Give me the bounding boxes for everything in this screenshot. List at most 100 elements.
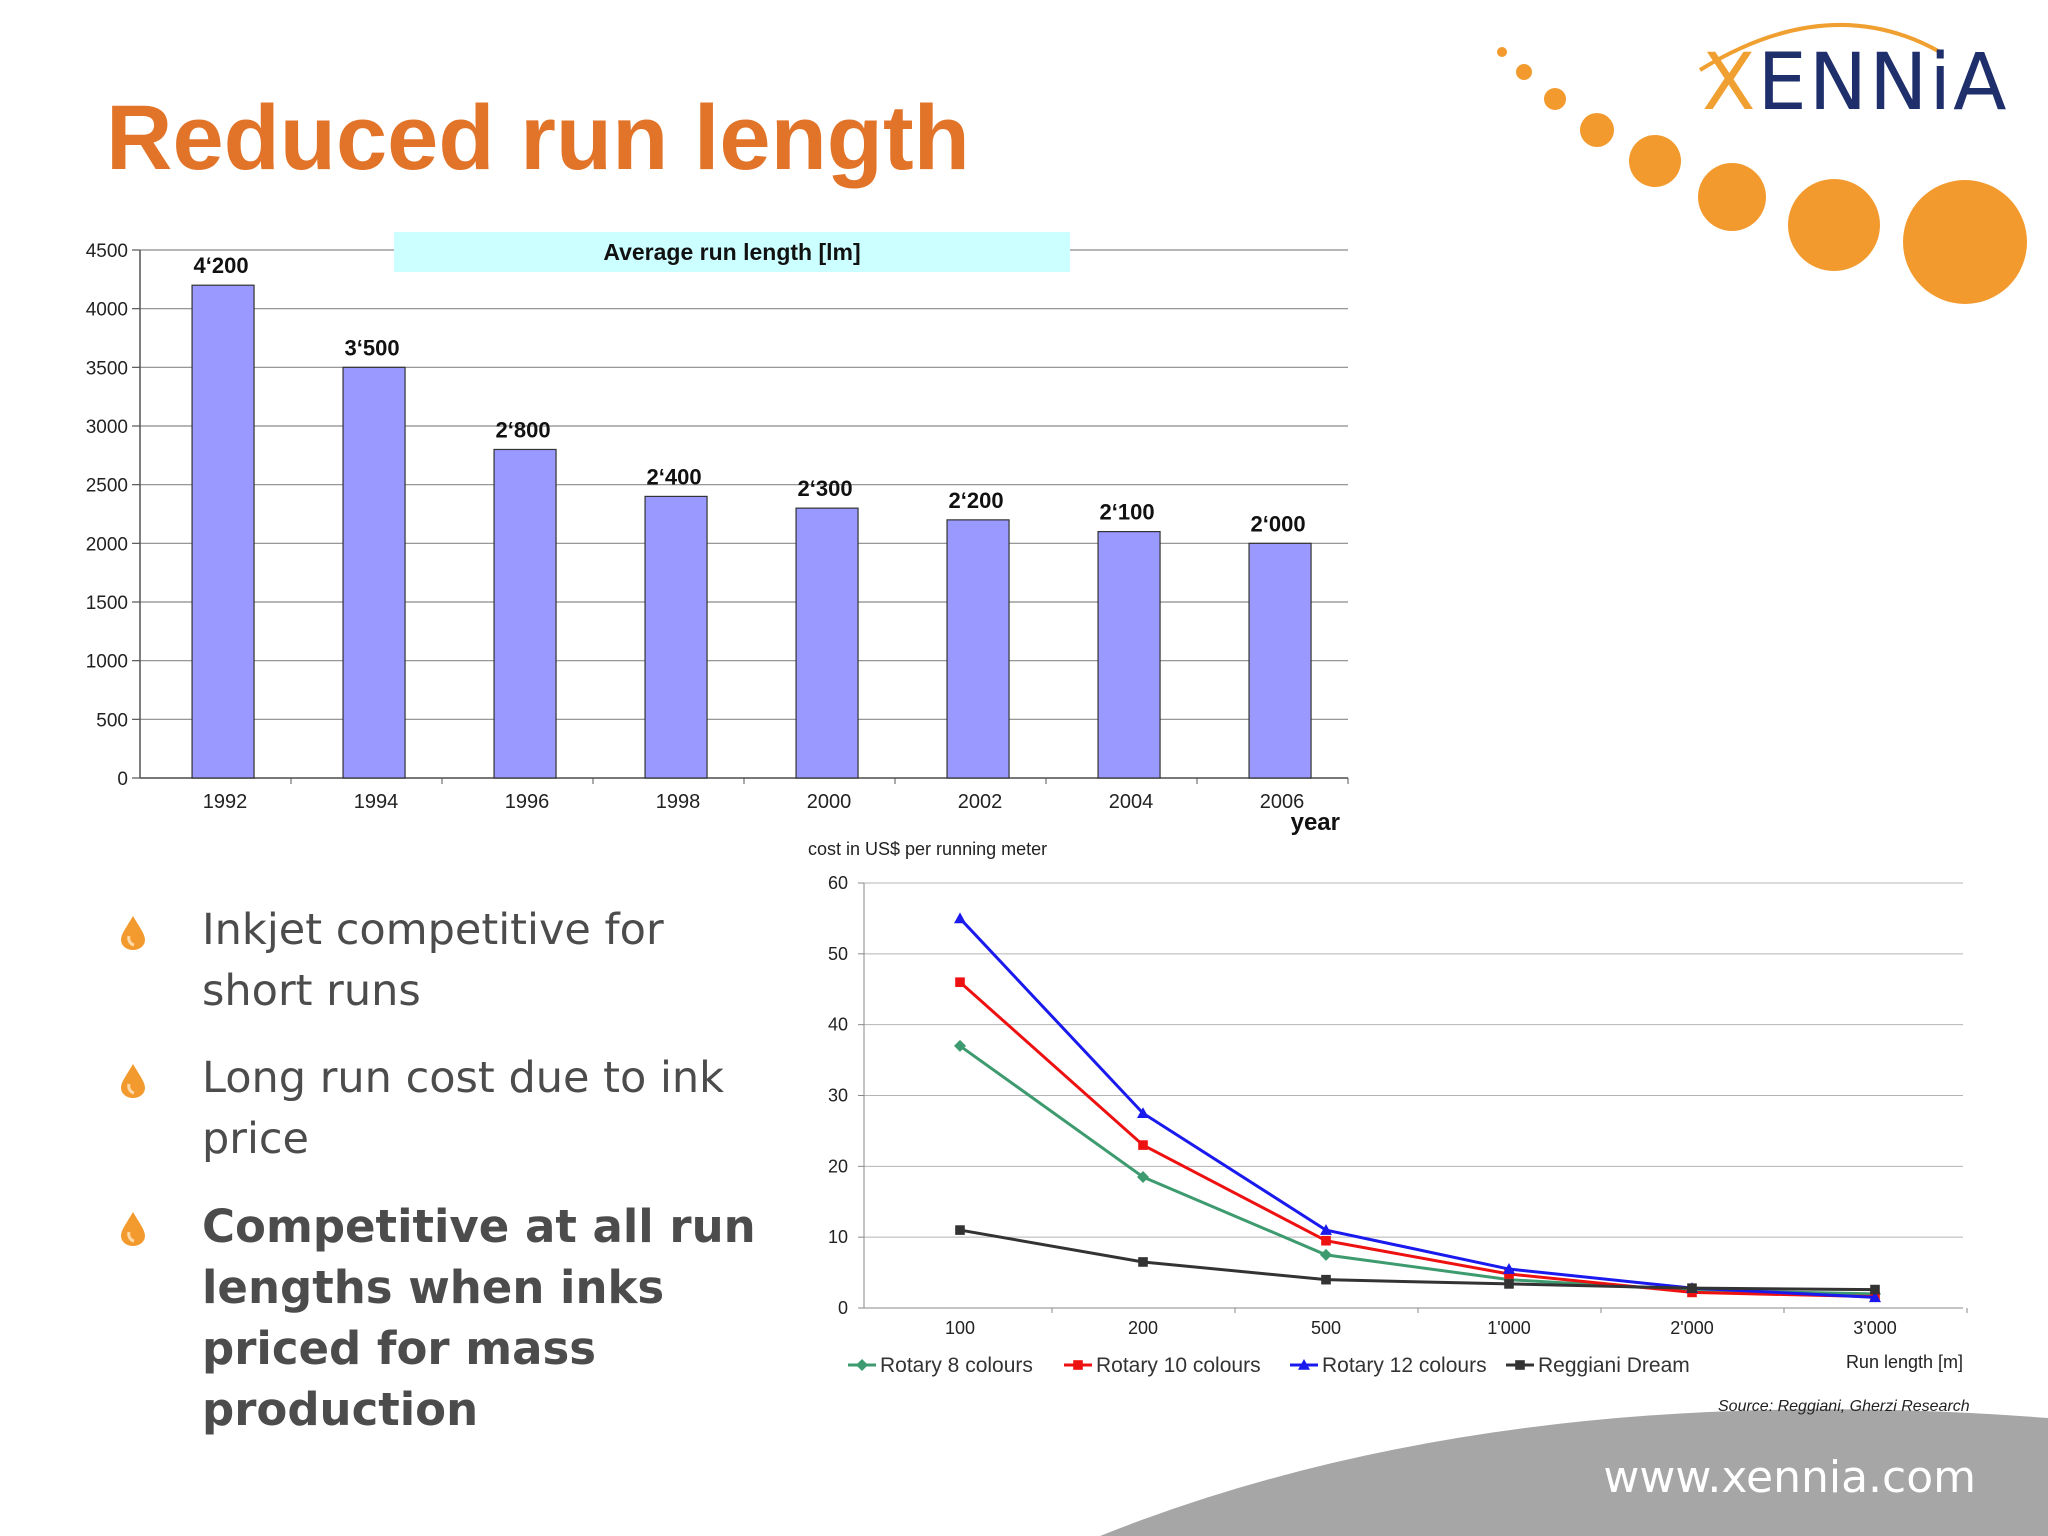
bar-value-label: 2‘000 <box>1251 511 1306 536</box>
y-tick-label: 4000 <box>86 300 128 321</box>
legend-label: Rotary 10 colours <box>1096 1354 1261 1377</box>
x-axis-label: year <box>1291 809 1340 836</box>
series-point <box>1503 1263 1515 1274</box>
xennia-logo: XENNiA <box>1702 38 2008 128</box>
y-tick-label: 30 <box>828 1086 848 1106</box>
legend-label: Rotary 8 colours <box>880 1354 1033 1377</box>
chart-title: Average run length [lm] <box>603 239 860 265</box>
y-tick-label: 1000 <box>86 652 128 673</box>
footer-swoosh <box>1100 1409 2048 1536</box>
y-tick-label: 20 <box>828 1156 848 1176</box>
x-tick-label: 500 <box>1311 1318 1341 1338</box>
y-tick-label: 500 <box>96 710 128 731</box>
x-tick-label: 2000 <box>807 791 852 813</box>
line-chart: cost in US$ per running meter 0 10 20 30 40 50… <box>808 839 1968 1377</box>
chart-title-band <box>394 232 1070 272</box>
series-line <box>959 981 1876 1299</box>
bar <box>342 366 406 779</box>
series-point <box>1321 1235 1331 1246</box>
x-tick-label: 2004 <box>1109 791 1154 813</box>
slide-title: Reduced run length <box>106 87 970 189</box>
series-point <box>954 912 966 924</box>
legend-label: Reggiani Dream <box>1538 1354 1690 1377</box>
bar-value-label: 4‘200 <box>194 253 249 278</box>
series-point <box>1138 1140 1148 1150</box>
x-tick-label: 2006 <box>1260 791 1305 813</box>
bar <box>493 448 557 779</box>
series-point <box>1138 1257 1148 1267</box>
series-point <box>955 1225 965 1235</box>
y-axis-label: cost in US$ per running meter <box>808 839 1047 859</box>
bar <box>946 519 1010 779</box>
x-tick-label: 1996 <box>505 791 550 813</box>
x-tick-label: 2'000 <box>1670 1318 1713 1338</box>
bar <box>1097 531 1161 779</box>
y-tick-label: 50 <box>828 944 848 964</box>
bar-value-label: 2‘100 <box>1100 500 1155 525</box>
x-tick-label: 100 <box>945 1318 975 1338</box>
bar-value-label: 2‘400 <box>647 464 702 489</box>
bar-chart: 0 500 1000 1500 2000 2500 3000 3500 4000 4500 Aver… <box>86 232 1349 836</box>
series-point <box>1687 1283 1697 1293</box>
logo-dot <box>1497 47 1507 57</box>
legend-item: Rotary 10 colours <box>1064 1354 1261 1377</box>
bar-value-label: 2‘300 <box>798 476 853 501</box>
y-tick-label: 0 <box>838 1298 848 1318</box>
y-tick-label: 0 <box>117 769 128 790</box>
x-tick-label: 1992 <box>203 791 248 813</box>
series-point <box>1298 1359 1310 1370</box>
y-tick-label: 40 <box>828 1015 848 1035</box>
bullet-item: Inkjet competitive for short runs <box>118 900 758 1022</box>
series-point <box>1504 1279 1514 1289</box>
x-tick-label: 1'000 <box>1487 1318 1530 1338</box>
series-reggiani-dream <box>955 1225 1880 1295</box>
x-tick-label: 200 <box>1128 1318 1158 1338</box>
series-point <box>954 1039 966 1052</box>
bar <box>644 495 708 779</box>
series-point <box>1321 1274 1331 1285</box>
x-axis-label: Run length [m] <box>1846 1352 1963 1372</box>
legend-label: Rotary 12 colours <box>1322 1354 1487 1377</box>
series-line <box>958 917 1876 1299</box>
series-point <box>1320 1224 1332 1235</box>
bullet-text: Competitive at all run lengths when inks… <box>202 1200 756 1436</box>
series-point <box>1869 1291 1881 1303</box>
series-point <box>1137 1107 1149 1119</box>
logo-dot <box>1788 179 1880 271</box>
series-point <box>1137 1170 1149 1183</box>
bullet-text: Long run cost due to ink price <box>202 1053 725 1164</box>
series-point <box>1320 1248 1332 1261</box>
bullet-text: Inkjet competitive for short runs <box>202 905 664 1016</box>
drop-bullet-icon <box>121 1064 145 1098</box>
logo-x: X <box>1702 38 1758 128</box>
logo-rest: ENNiA <box>1757 38 2009 128</box>
logo-arc <box>1698 23 1941 72</box>
y-tick-label: 4500 <box>86 241 128 262</box>
logo-dot <box>1629 135 1681 187</box>
bullet-list: Inkjet competitive for short runs Long r… <box>118 900 758 1466</box>
y-tick-label: 3500 <box>86 358 128 379</box>
drop-bullet-icon <box>121 916 145 950</box>
bar <box>1248 542 1312 779</box>
series-point <box>856 1359 868 1371</box>
y-tick-label: 3000 <box>86 417 128 438</box>
y-tick-label: 1500 <box>86 593 128 614</box>
x-tick-label: 3'000 <box>1853 1318 1896 1338</box>
legend-item: Reggiani Dream <box>1506 1354 1690 1377</box>
logo-dot <box>1903 180 2027 304</box>
website-url: www.xennia.com <box>1603 1452 1976 1503</box>
bar-value-label: 2‘200 <box>949 488 1004 513</box>
y-tick-label: 2500 <box>86 476 128 497</box>
logo-dot <box>1580 113 1614 147</box>
series-point <box>955 977 965 987</box>
x-tick-label: 1998 <box>656 791 701 813</box>
logo-dot <box>1516 64 1532 80</box>
y-tick-label: 2000 <box>86 534 128 555</box>
bar-value-label: 3‘500 <box>345 335 400 360</box>
y-tick-label: 60 <box>828 873 848 893</box>
logo-dot <box>1544 88 1566 110</box>
series-line <box>959 1228 1876 1292</box>
bar-value-label: 2‘800 <box>496 417 551 442</box>
logo-dot <box>1698 163 1766 231</box>
chart-source: Source: Reggiani, Gherzi Research <box>1718 1398 1970 1415</box>
